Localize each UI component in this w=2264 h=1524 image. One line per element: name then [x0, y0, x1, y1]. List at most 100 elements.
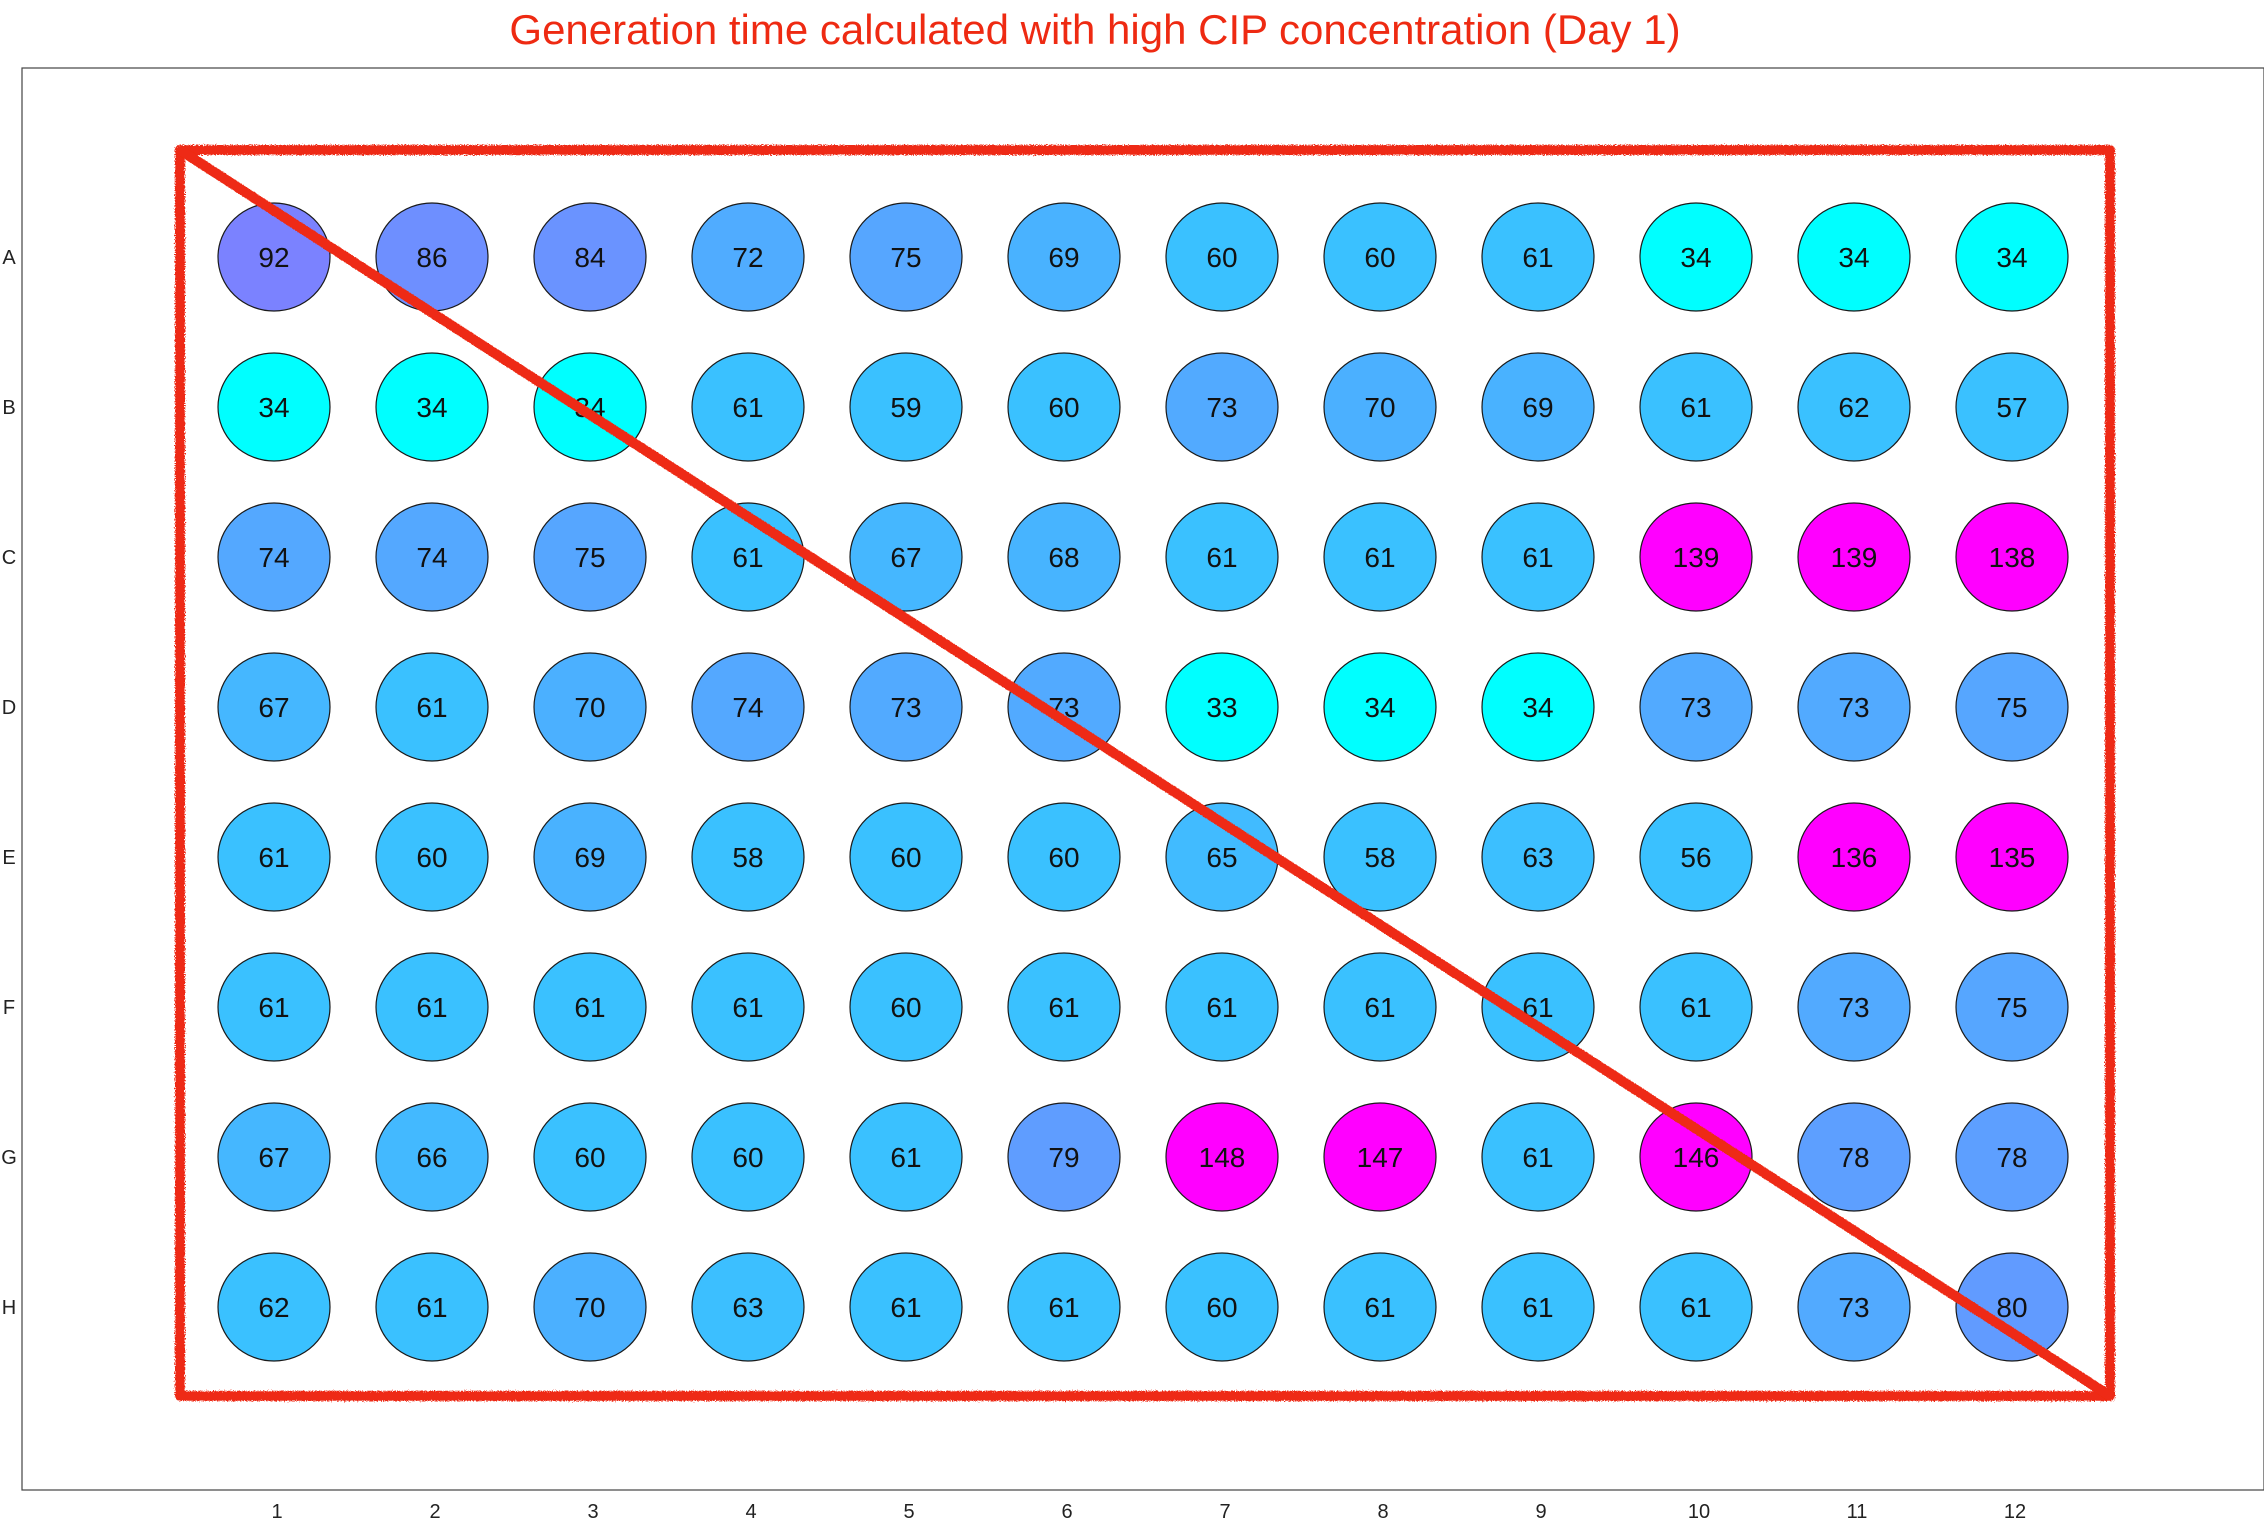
- well-value-H5: 61: [890, 1292, 921, 1323]
- well-E5: [849, 802, 963, 912]
- well-B6: [1007, 352, 1121, 462]
- well-value-B8: 70: [1364, 392, 1395, 423]
- well-value-B9: 69: [1522, 392, 1553, 423]
- well-D1: [217, 652, 331, 762]
- well-H12: [1955, 1252, 2069, 1362]
- well-value-B1: 34: [258, 392, 289, 423]
- well-C1: [217, 502, 331, 612]
- well-E3: [533, 802, 647, 912]
- well-E10: [1639, 802, 1753, 912]
- well-value-H12: 80: [1996, 1292, 2027, 1323]
- well-value-C12: 138: [1989, 542, 2036, 573]
- well-H1: [217, 1252, 331, 1362]
- well-C8: [1323, 502, 1437, 612]
- well-value-E5: 60: [890, 842, 921, 873]
- well-H6: [1007, 1252, 1121, 1362]
- well-G6: [1007, 1102, 1121, 1212]
- well-value-H1: 62: [258, 1292, 289, 1323]
- well-A9: [1481, 202, 1595, 312]
- well-value-F6: 61: [1048, 992, 1079, 1023]
- well-E9: [1481, 802, 1595, 912]
- well-value-E6: 60: [1048, 842, 1079, 873]
- well-D9: [1481, 652, 1595, 762]
- well-F6: [1007, 952, 1121, 1062]
- well-value-H3: 70: [574, 1292, 605, 1323]
- well-A11: [1797, 202, 1911, 312]
- well-H7: [1165, 1252, 1279, 1362]
- well-value-H2: 61: [416, 1292, 447, 1323]
- well-value-C1: 74: [258, 542, 289, 573]
- well-D7: [1165, 652, 1279, 762]
- annotation-diagonal: [175, 145, 2115, 1401]
- column-label-1: 1: [271, 1501, 282, 1523]
- well-G4: [691, 1102, 805, 1212]
- row-label-E: E: [2, 847, 15, 869]
- column-label-5: 5: [903, 1501, 914, 1523]
- well-value-D8: 34: [1364, 692, 1395, 723]
- well-value-A6: 69: [1048, 242, 1079, 273]
- well-G12: [1955, 1102, 2069, 1212]
- well-F12: [1955, 952, 2069, 1062]
- well-G2: [375, 1102, 489, 1212]
- well-value-F10: 61: [1680, 992, 1711, 1023]
- well-value-A12: 34: [1996, 242, 2027, 273]
- well-value-F11: 73: [1838, 992, 1869, 1023]
- well-B4: [691, 352, 805, 462]
- well-D11: [1797, 652, 1911, 762]
- well-C9: [1481, 502, 1595, 612]
- well-value-D2: 61: [416, 692, 447, 723]
- well-F9: [1481, 952, 1595, 1062]
- wells: 92 86 84 72 75 69 60 60 61 34 34 34 34 34 34 61 59 60 73 70…: [217, 202, 2069, 1362]
- well-E2: [375, 802, 489, 912]
- well-G1: [217, 1102, 331, 1212]
- y-tick-labels: A B C D E F G H: [1, 247, 17, 1319]
- well-F5: [849, 952, 963, 1062]
- well-value-D1: 67: [258, 692, 289, 723]
- well-value-A4: 72: [732, 242, 763, 273]
- well-value-F4: 61: [732, 992, 763, 1023]
- well-value-B4: 61: [732, 392, 763, 423]
- column-label-12: 12: [2004, 1501, 2026, 1523]
- well-A8: [1323, 202, 1437, 312]
- well-value-A1: 92: [258, 242, 289, 273]
- well-G8: [1323, 1102, 1437, 1212]
- well-value-C11: 139: [1831, 542, 1878, 573]
- well-value-E7: 65: [1206, 842, 1237, 873]
- well-value-C10: 139: [1673, 542, 1720, 573]
- well-value-H4: 63: [732, 1292, 763, 1323]
- well-value-G7: 148: [1199, 1142, 1246, 1173]
- column-label-10: 10: [1688, 1501, 1710, 1523]
- well-value-E3: 69: [574, 842, 605, 873]
- well-D10: [1639, 652, 1753, 762]
- well-value-D3: 70: [574, 692, 605, 723]
- well-F11: [1797, 952, 1911, 1062]
- well-value-G3: 60: [574, 1142, 605, 1173]
- well-value-H11: 73: [1838, 1292, 1869, 1323]
- well-value-A3: 84: [574, 242, 605, 273]
- row-label-C: C: [2, 547, 16, 569]
- well-C10: [1639, 502, 1753, 612]
- well-H3: [533, 1252, 647, 1362]
- well-E12: [1955, 802, 2069, 912]
- well-D4: [691, 652, 805, 762]
- well-A3: [533, 202, 647, 312]
- well-value-G6: 79: [1048, 1142, 1079, 1173]
- well-A4: [691, 202, 805, 312]
- well-H10: [1639, 1252, 1753, 1362]
- well-value-F3: 61: [574, 992, 605, 1023]
- plot-frame: [21, 67, 2264, 1491]
- well-G3: [533, 1102, 647, 1212]
- well-value-E8: 58: [1364, 842, 1395, 873]
- well-value-C2: 74: [416, 542, 447, 573]
- well-E11: [1797, 802, 1911, 912]
- well-B7: [1165, 352, 1279, 462]
- well-value-C7: 61: [1206, 542, 1237, 573]
- well-value-B2: 34: [416, 392, 447, 423]
- well-B11: [1797, 352, 1911, 462]
- column-label-11: 11: [1847, 1501, 1868, 1523]
- well-value-H7: 60: [1206, 1292, 1237, 1323]
- row-label-B: B: [2, 397, 15, 419]
- well-value-D12: 75: [1996, 692, 2027, 723]
- well-F1: [217, 952, 331, 1062]
